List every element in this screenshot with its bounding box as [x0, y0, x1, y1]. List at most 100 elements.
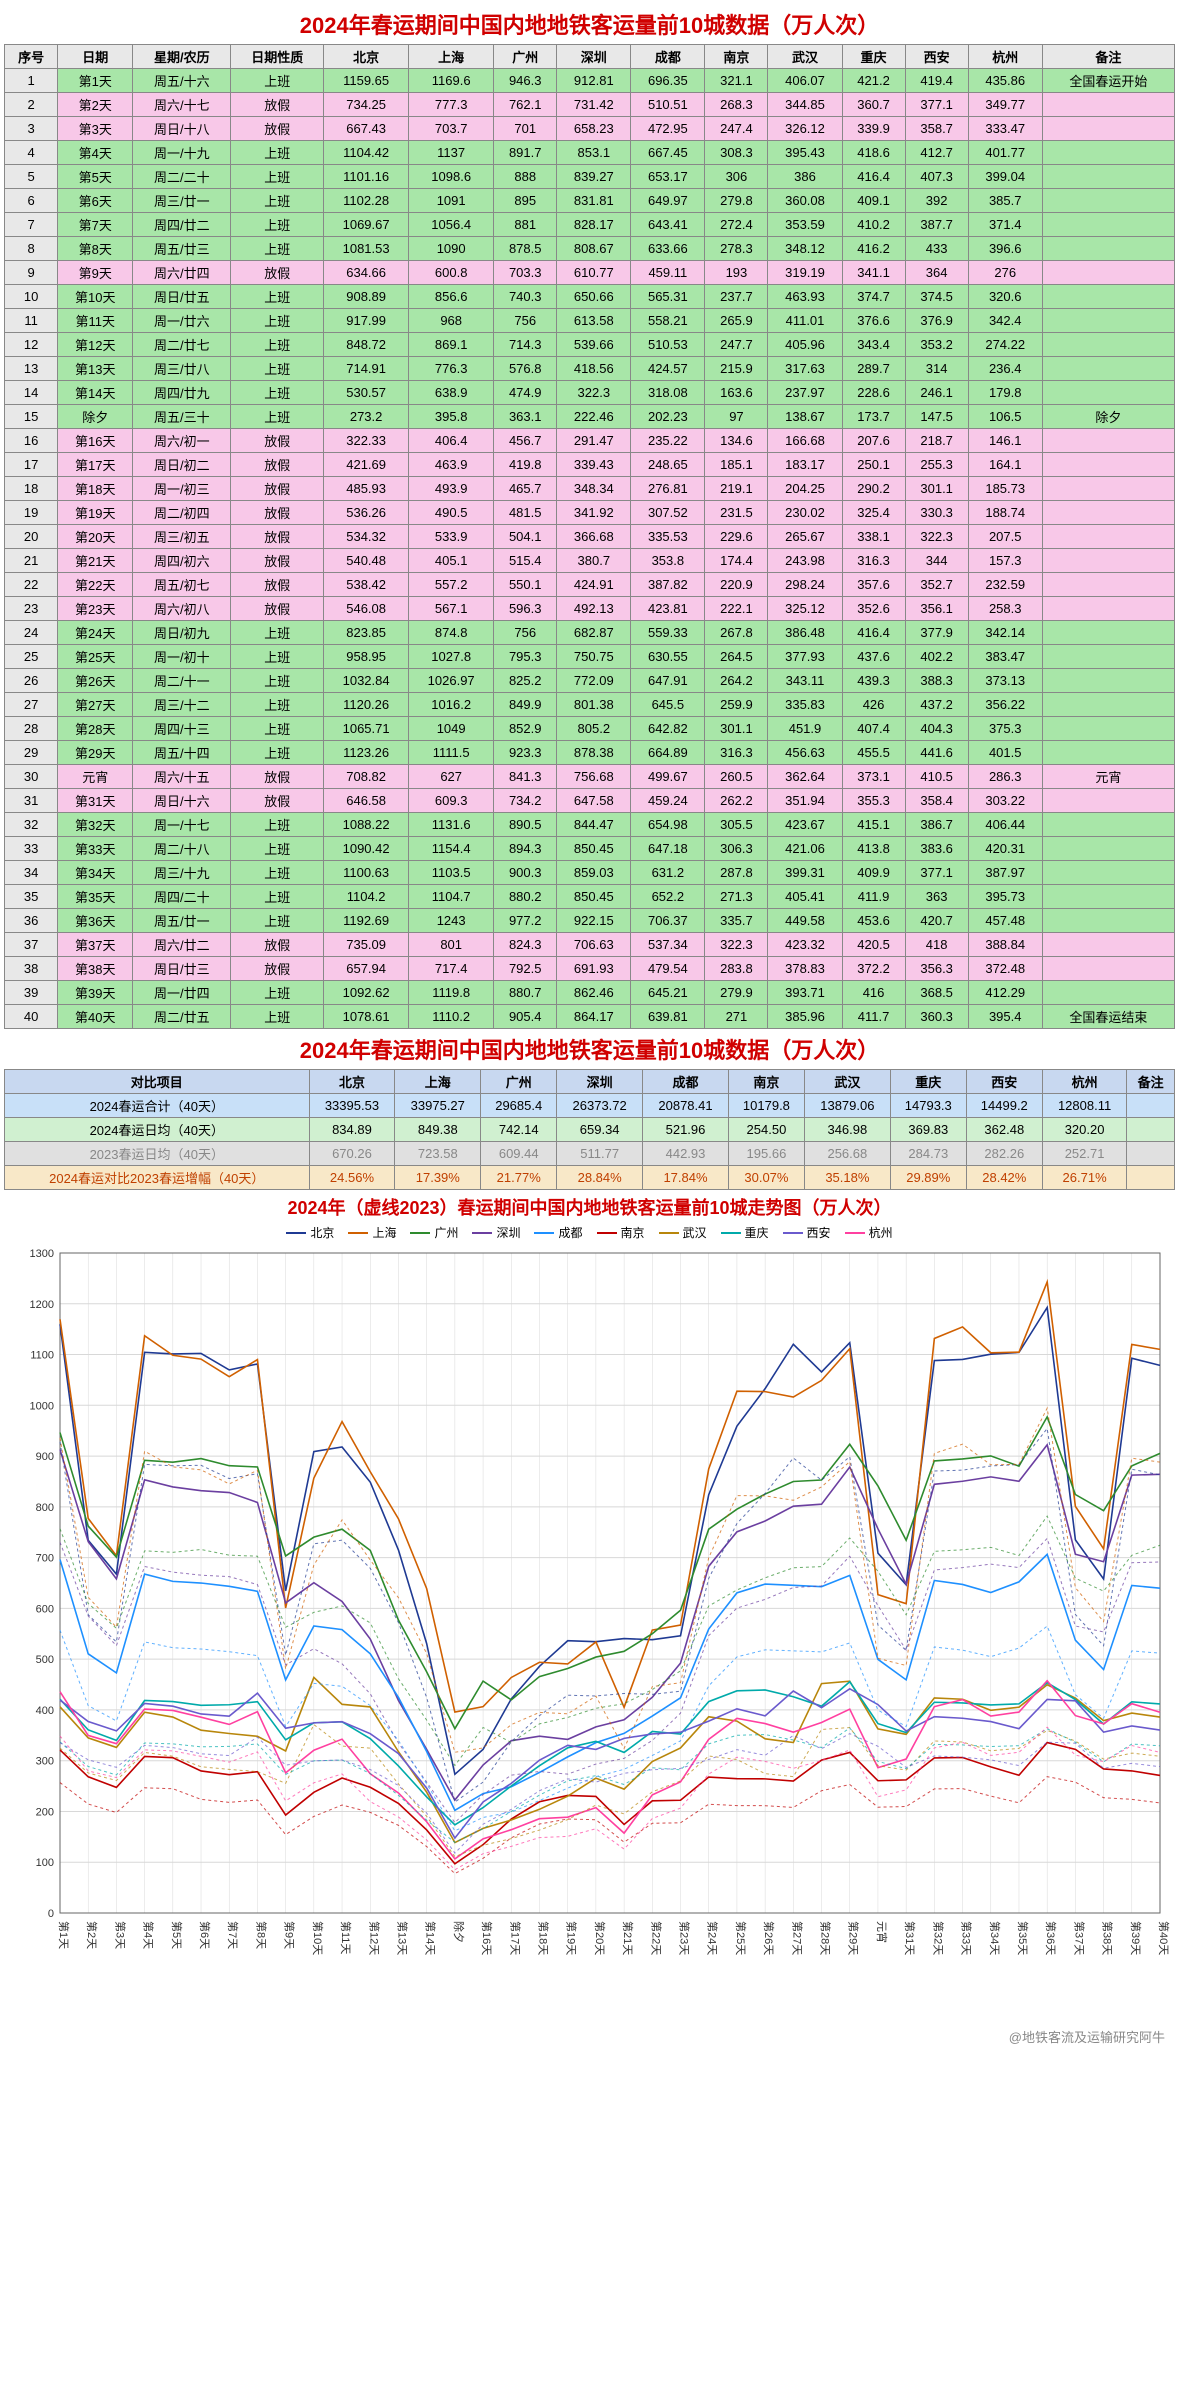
cell: 元宵 [58, 765, 133, 789]
cell: 248.65 [631, 453, 705, 477]
cell: 周六/十七 [133, 93, 231, 117]
cell: 周三/廿一 [133, 189, 231, 213]
cell: 放假 [231, 933, 324, 957]
cell: 343.4 [842, 333, 905, 357]
cell [1127, 1118, 1175, 1142]
cell: 1154.4 [409, 837, 494, 861]
cell: 204.25 [768, 477, 842, 501]
svg-text:900: 900 [35, 1451, 53, 1463]
cell: 433 [905, 237, 968, 261]
cell: 377.1 [905, 861, 968, 885]
cell: 395.4 [968, 1005, 1042, 1029]
cell [1127, 1094, 1175, 1118]
cell: 1103.5 [409, 861, 494, 885]
cell: 周日/初二 [133, 453, 231, 477]
cell: 387.82 [631, 573, 705, 597]
legend-item: 重庆 [721, 1224, 769, 1241]
cell: 742.14 [481, 1118, 557, 1142]
cell: 周六/初一 [133, 429, 231, 453]
cell: 37 [5, 933, 58, 957]
cell: 1098.6 [409, 165, 494, 189]
cell: 周一/廿六 [133, 309, 231, 333]
cell: 279.9 [705, 981, 768, 1005]
cell: 437.6 [842, 645, 905, 669]
cell: 404.3 [905, 717, 968, 741]
cell: 824.3 [494, 933, 557, 957]
cell: 537.34 [631, 933, 705, 957]
cell: 1090 [409, 237, 494, 261]
cell: 23 [5, 597, 58, 621]
cell: 322.33 [324, 429, 409, 453]
cell: 34 [5, 861, 58, 885]
col-header: 备注 [1042, 45, 1174, 69]
cell: 第12天 [58, 333, 133, 357]
cell: 30.07% [728, 1166, 804, 1190]
cell: 664.89 [631, 741, 705, 765]
cell: 734.25 [324, 93, 409, 117]
legend-item: 武汉 [659, 1224, 707, 1241]
cell: 287.8 [705, 861, 768, 885]
cell: 319.19 [768, 261, 842, 285]
cell [1042, 117, 1174, 141]
cell: 539.66 [557, 333, 631, 357]
cell [1042, 309, 1174, 333]
cell: 421.2 [842, 69, 905, 93]
legend-swatch [286, 1232, 306, 1234]
cell: 第35天 [58, 885, 133, 909]
cell [1042, 453, 1174, 477]
cell: 805.2 [557, 717, 631, 741]
cell: 923.3 [494, 741, 557, 765]
cell: 周日/初九 [133, 621, 231, 645]
svg-text:第8天: 第8天 [254, 1921, 268, 1949]
svg-text:400: 400 [35, 1705, 53, 1717]
cell: 643.41 [631, 213, 705, 237]
cell: 841.3 [494, 765, 557, 789]
cell: 567.1 [409, 597, 494, 621]
cell: 32 [5, 813, 58, 837]
cell: 419.8 [494, 453, 557, 477]
svg-text:第26天: 第26天 [762, 1921, 776, 1955]
legend-item: 上海 [348, 1224, 396, 1241]
cell: 第34天 [58, 861, 133, 885]
cell: 220.9 [705, 573, 768, 597]
cell: 上班 [231, 669, 324, 693]
cell: 1016.2 [409, 693, 494, 717]
cell: 360.08 [768, 189, 842, 213]
cell: 周四/十三 [133, 717, 231, 741]
cell: 上班 [231, 909, 324, 933]
svg-text:第12天: 第12天 [367, 1921, 381, 1955]
cell: 周一/十七 [133, 813, 231, 837]
svg-text:第1天: 第1天 [57, 1921, 71, 1949]
cell: 29.89% [890, 1166, 966, 1190]
cell: 276 [968, 261, 1042, 285]
cell: 325.12 [768, 597, 842, 621]
cell: 401.5 [968, 741, 1042, 765]
cell: 481.5 [494, 501, 557, 525]
cell: 放假 [231, 597, 324, 621]
cell: 416.4 [842, 165, 905, 189]
cell: 周二/初四 [133, 501, 231, 525]
cell: 412.7 [905, 141, 968, 165]
cell: 639.81 [631, 1005, 705, 1029]
legend-swatch [348, 1232, 368, 1234]
legend-swatch [721, 1232, 741, 1234]
cell: 411.7 [842, 1005, 905, 1029]
svg-text:第22天: 第22天 [649, 1921, 663, 1955]
cell: 周三/初五 [133, 525, 231, 549]
cell: 423.32 [768, 933, 842, 957]
svg-text:1200: 1200 [29, 1299, 53, 1311]
cell: 周四/廿二 [133, 213, 231, 237]
cell: 14499.2 [966, 1094, 1042, 1118]
cell: 第8天 [58, 237, 133, 261]
cell: 968 [409, 309, 494, 333]
cell: 649.97 [631, 189, 705, 213]
svg-text:1000: 1000 [29, 1400, 53, 1412]
cell: 848.72 [324, 333, 409, 357]
cell: 第5天 [58, 165, 133, 189]
cell: 409.1 [842, 189, 905, 213]
cell: 全国春运开始 [1042, 69, 1174, 93]
cell: 908.89 [324, 285, 409, 309]
cell: 402.2 [905, 645, 968, 669]
cell: 1159.65 [324, 69, 409, 93]
cell: 全国春运结束 [1042, 1005, 1174, 1029]
